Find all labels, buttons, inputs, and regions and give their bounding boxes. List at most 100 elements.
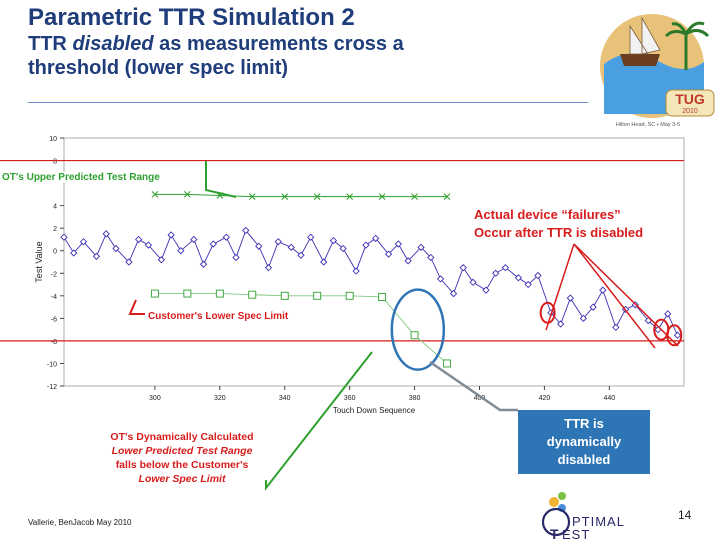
failures-line2: Occur after TTR is disabled [474, 225, 644, 240]
data-point-measured [362, 241, 370, 249]
y-tick-label: 8 [53, 159, 57, 166]
title-divider [28, 102, 588, 103]
palm-tree-icon [664, 21, 710, 70]
chart-marks [0, 159, 684, 368]
dyn-line2: Lower Predicted Test Range [111, 445, 253, 457]
ttr-line1: TTR is [564, 416, 604, 431]
data-point-measured [612, 323, 620, 332]
upper-callout-pointer [205, 161, 237, 198]
data-point-measured [436, 275, 445, 283]
subtitle-emphasis: disabled [72, 33, 154, 55]
data-point-measured [287, 243, 295, 251]
data-point-measured [589, 303, 597, 311]
page-number: 14 [678, 508, 692, 522]
logo-letter-o-icon [541, 507, 571, 537]
lsl-callout-pointer [128, 299, 145, 315]
x-tick-label: 380 [409, 395, 421, 402]
data-point-measured [339, 244, 347, 253]
series-lower-line [154, 293, 448, 364]
data-point-measured [79, 238, 88, 246]
data-point-lower [248, 290, 257, 299]
plot-frame [63, 137, 685, 387]
data-point-measured [199, 260, 208, 268]
dyn-line3: falls below the Customer's [115, 459, 249, 471]
data-point-measured [297, 251, 305, 259]
data-point-measured [492, 269, 500, 277]
ship-sail-icon [629, 16, 661, 55]
data-point-measured [177, 247, 185, 255]
x-tick-label: 420 [539, 395, 551, 402]
data-point-measured [92, 252, 101, 261]
data-point-lower [280, 291, 289, 300]
callout-lower-spec: Customer's Lower Spec Limit [148, 311, 289, 322]
data-point-upper [313, 193, 321, 200]
data-point-measured [599, 286, 607, 294]
y-tick-label: -10 [47, 361, 57, 368]
footer-author: Vallerie, BenJacob May 2010 [28, 518, 132, 527]
data-point-upper [378, 193, 386, 200]
logo-text: TUG [675, 91, 705, 107]
data-point-lower [150, 289, 159, 298]
data-point-measured [135, 235, 143, 244]
data-point-measured [329, 236, 338, 245]
callout-dynamic-range: OT's Dynamically Calculated Lower Predic… [92, 430, 272, 486]
data-point-measured [673, 331, 682, 339]
series-upper-line [154, 193, 448, 198]
data-point-measured [482, 286, 490, 294]
ttr-callout-pointer [429, 360, 518, 412]
data-point-upper [248, 193, 256, 200]
slide-subtitle: TTR disabled as measurements cross a [28, 32, 588, 56]
logo-dot-orange [549, 497, 559, 507]
y-tick-label: -4 [51, 294, 57, 301]
crossing-ellipse [390, 288, 446, 371]
data-point-measured [371, 234, 380, 242]
logo-place: Hilton Head, SC • May 3-5 [616, 122, 680, 128]
data-point-upper [281, 193, 289, 200]
y-tick-label: -8 [51, 339, 57, 346]
data-point-measured [157, 256, 166, 264]
data-point-upper [443, 193, 451, 200]
data-point-measured [427, 253, 435, 262]
data-point-measured [112, 244, 120, 253]
data-point-lower [183, 289, 192, 298]
callout-upper-range: OT's Upper Predicted Test Range [2, 172, 160, 183]
dyn-callout-pointer [265, 351, 373, 491]
tug-conference-logo: TUG 2010 Hilton Head, SC • May 3-5 [600, 14, 715, 128]
ttr-line3: disabled [557, 452, 611, 467]
x-tick-label: 320 [214, 395, 226, 402]
x-tick-label: 400 [474, 395, 486, 402]
data-point-lower [345, 291, 354, 300]
y-tick-label: -6 [51, 316, 57, 323]
data-point-lower [378, 292, 387, 301]
data-point-lower [313, 291, 322, 300]
slide-title: Parametric TTR Simulation 2 [28, 4, 355, 31]
data-point-measured [352, 267, 360, 275]
data-point-lower [410, 331, 419, 340]
y-tick-label: 2 [53, 226, 57, 233]
data-point-measured [404, 257, 412, 265]
data-point-measured [102, 230, 110, 238]
data-point-measured [566, 294, 575, 302]
x-tick-label: 300 [149, 395, 161, 402]
brand-line2: EST [562, 527, 590, 540]
brand-line1: PTIMAL [572, 514, 625, 529]
data-point-measured [190, 235, 198, 244]
data-point-lower [443, 359, 451, 368]
data-point-upper [411, 193, 418, 200]
svg-text:T: T [550, 526, 559, 540]
data-point-measured [274, 238, 282, 246]
data-point-measured [232, 253, 240, 262]
y-tick-label: -2 [51, 271, 57, 278]
x-axis-label: Touch Down Sequence [333, 406, 416, 415]
data-point-measured [579, 314, 588, 323]
logo-plate [665, 89, 715, 117]
ttr-disabled-box: TTR is dynamically disabled [518, 410, 650, 474]
failure-callout-pointers [545, 243, 679, 349]
y-tick-label: -12 [47, 384, 57, 391]
x-tick-label: 360 [344, 395, 356, 402]
data-point-measured [459, 263, 467, 272]
subtitle-rest: as measurements cross a [153, 33, 404, 55]
data-point-measured [60, 233, 68, 241]
